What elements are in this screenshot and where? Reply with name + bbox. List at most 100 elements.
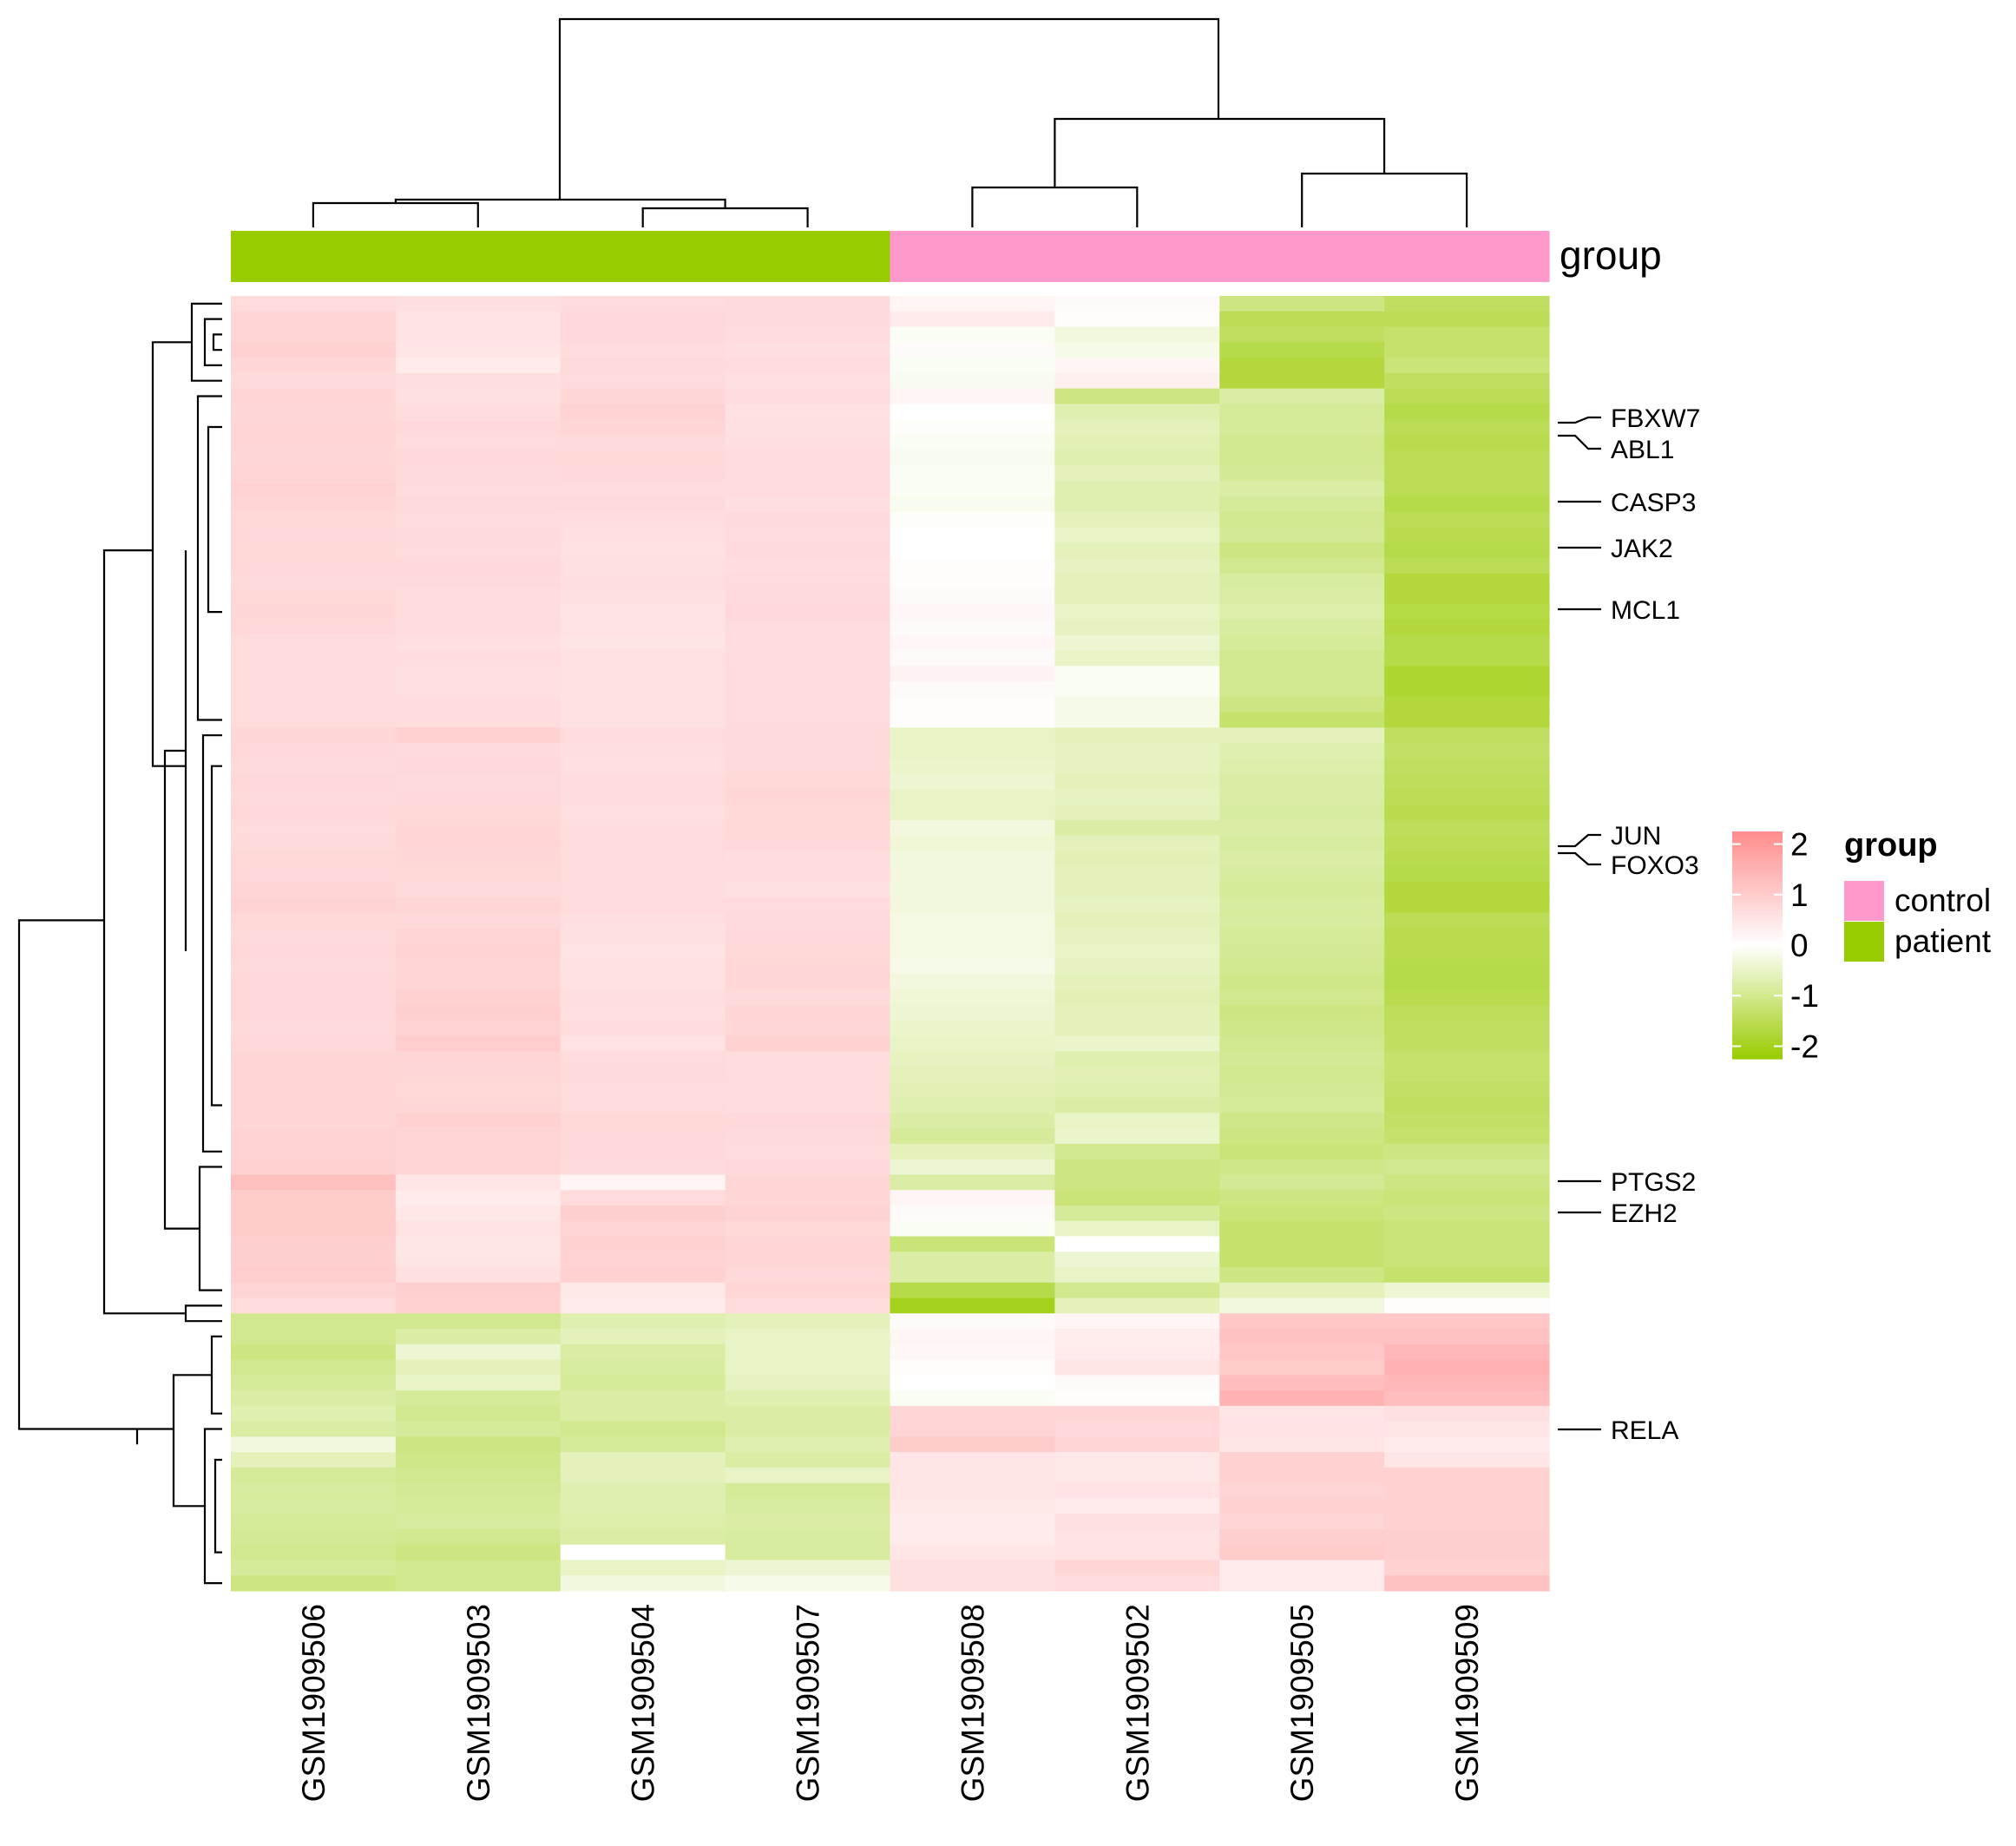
heatmap-cell [1219,851,1385,867]
heatmap-cell [1384,296,1550,312]
heatmap-cell [1384,1498,1550,1514]
heatmap-cell [1384,1128,1550,1145]
heatmap-cell [1054,1575,1220,1592]
heatmap-cell [395,342,561,358]
heatmap-cell [1219,989,1385,1006]
color-scale-step [1732,899,1783,904]
heatmap-cell [890,912,1055,929]
heatmap-cell [1054,1220,1220,1238]
heatmap-cell [560,696,726,713]
heatmap-cell [1384,1575,1550,1592]
heatmap-cell [725,1051,891,1068]
color-scale-step [1732,1024,1783,1029]
heatmap-cell [1054,727,1220,744]
heatmap-cell [231,928,397,944]
heatmap-cell [1219,743,1385,759]
heatmap-cell [1384,666,1550,682]
heatmap-cell [725,1421,891,1437]
heatmap-cell [1219,943,1385,960]
heatmap-cell [1219,1436,1385,1453]
heatmap-cell [1054,958,1220,976]
heatmap-cell [1054,342,1220,358]
heatmap-cell [1384,743,1550,759]
row-label: CASP3 [1611,489,1696,517]
heatmap-cell [231,1282,397,1299]
color-scale-step [1732,952,1783,957]
heatmap-cell [725,1251,891,1268]
heatmap-cell [560,1097,726,1114]
heatmap-cell [1054,866,1220,883]
row-label-leader [1558,434,1601,450]
heatmap-cell [725,819,891,837]
heatmap-cell [560,1035,726,1052]
heatmap-cell [231,620,397,636]
heatmap-cell [395,1159,561,1176]
heatmap-cell [231,573,397,590]
color-scale-step [1732,1002,1783,1007]
color-scale-step [1732,869,1783,874]
heatmap-cell [1219,372,1385,390]
heatmap-cell [890,1005,1055,1022]
heatmap-cell [1054,897,1220,914]
dendrogram-branch [184,1304,222,1323]
heatmap-cell [395,419,561,436]
heatmap-cell [1054,943,1220,960]
color-scale-step [1732,865,1783,870]
heatmap-cell [890,1560,1055,1576]
heatmap-cell [725,1482,891,1500]
heatmap-cell [890,557,1055,575]
heatmap-cell [231,434,397,451]
heatmap-cell [231,557,397,575]
heatmap-cell [395,527,561,543]
heatmap-cell [231,481,397,497]
heatmap-cell [231,1097,397,1114]
heatmap-cell [890,1359,1055,1376]
heatmap-cell [1054,1498,1220,1514]
heatmap-cell [1384,1051,1550,1068]
heatmap-cell [1384,1035,1550,1052]
dendrogram-branch [196,395,222,721]
color-scale-step [1732,922,1783,927]
heatmap-cell [560,1205,726,1222]
heatmap-cell [890,897,1055,914]
heatmap-cell [1219,1128,1385,1145]
color-scale-step [1732,945,1783,949]
heatmap-cell [890,881,1055,898]
heatmap-cell [1384,1297,1550,1314]
heatmap-cell [1384,573,1550,590]
heatmap-cell [395,1097,561,1114]
heatmap-cell [1384,311,1550,328]
heatmap-cell [1054,511,1220,529]
heatmap-cell [1219,666,1385,682]
heatmap-cell [560,419,726,436]
heatmap-cell [725,650,891,667]
heatmap-cell [1384,835,1550,852]
heatmap-cell [1054,1143,1220,1160]
heatmap-cell [395,481,561,497]
heatmap-cell [1384,450,1550,466]
heatmap-cell [890,1051,1055,1068]
color-scale-step [1732,1054,1783,1060]
heatmap-cell [1384,912,1550,929]
heatmap-cell [231,511,397,529]
heatmap-cell [890,388,1055,404]
heatmap-cell [1219,727,1385,744]
heatmap-cell [890,1436,1055,1453]
heatmap-cell [1054,588,1220,605]
heatmap-cell [725,1375,891,1391]
dendrogram-branch [212,333,222,351]
heatmap-cell [395,296,561,312]
heatmap-cell [725,974,891,990]
heatmap-cell [1054,1514,1220,1530]
heatmap-cell [231,496,397,513]
heatmap-cell [560,805,726,821]
heatmap-cell [890,620,1055,636]
color-scale-step [1732,990,1783,995]
heatmap-cell [560,1405,726,1422]
color-scale-step [1732,941,1783,946]
heatmap-cell [1219,481,1385,497]
heatmap-cell [1384,974,1550,990]
heatmap-cell [725,1005,891,1022]
heatmap-cell [1384,1205,1550,1222]
heatmap-cell [1219,958,1385,976]
